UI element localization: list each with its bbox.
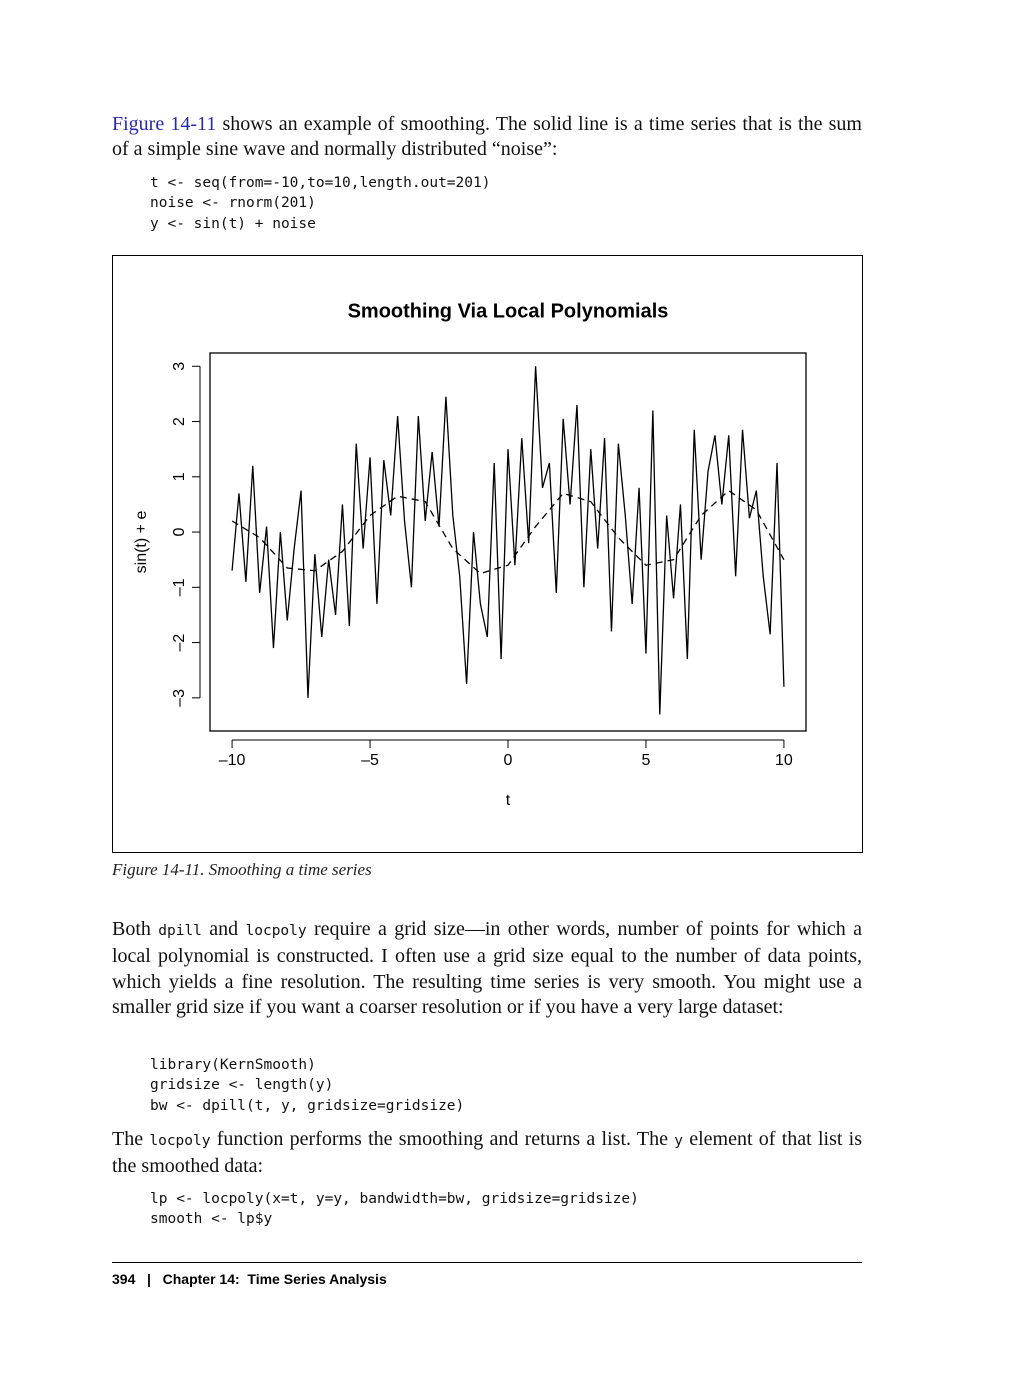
y-tick-label: –3: [171, 689, 188, 707]
code-block: t <- seq(from=-10,to=10,length.out=201) n…: [150, 173, 490, 234]
y-tick-label: –2: [171, 634, 188, 652]
paragraph: The locpoly function performs the smooth…: [112, 1127, 862, 1180]
code-line: t <- seq(from=-10,to=10,length.out=201): [150, 175, 491, 191]
text: require a grid size—in other words, numb…: [112, 918, 862, 1019]
series-line: [231, 366, 785, 715]
code-line: gridsize <- length(y): [150, 1077, 334, 1094]
text: shows an example of smoothing. The solid…: [112, 113, 862, 161]
x-tick-label: –5: [361, 752, 379, 769]
code-line: y <- sin(t) + noise: [150, 215, 316, 232]
inline-code: y: [674, 1133, 683, 1149]
code-block: library(KernSmooth) gridsize <- length(y)…: [150, 1055, 464, 1116]
code-line: library(KernSmooth): [150, 1057, 316, 1073]
separator: |: [147, 1271, 151, 1287]
figure-frame: [112, 255, 863, 853]
y-tick-label: 2: [171, 417, 188, 426]
smooth-line: [231, 489, 785, 575]
inline-code: locpoly: [245, 923, 307, 939]
y-tick-label: 0: [171, 528, 188, 537]
x-tick-label: 5: [642, 752, 651, 769]
plot-frame: [209, 352, 807, 732]
x-tick-label: –10: [219, 752, 246, 769]
paragraph: Both dpill and locpoly require a grid si…: [112, 917, 862, 1021]
y-tick-label: –1: [171, 578, 188, 596]
text: Both: [112, 918, 159, 940]
footer: 394 | Chapter 14: Time Series Analysis: [112, 1262, 862, 1287]
code-line: lp <- locpoly(x=t, y=y, bandwidth=bw, gr…: [150, 1191, 639, 1207]
inline-code: dpill: [158, 923, 202, 939]
page-number: 394: [112, 1271, 136, 1287]
chapter: Chapter 14: Time Series Analysis: [162, 1271, 387, 1287]
code-line: bw <- dpill(t, y, gridsize=gridsize): [150, 1097, 465, 1114]
paragraph: Figure 14-11 shows an example of smoothi…: [112, 112, 862, 163]
y-axis-label: sin(t) + e: [133, 511, 150, 574]
y-tick-label: 3: [171, 362, 188, 371]
text: function performs the smoothing and retu…: [210, 1128, 675, 1150]
chart-title: Smoothing Via Local Polynomials: [348, 300, 669, 322]
text: and: [201, 918, 246, 940]
figure: Smoothing Via Local Polynomials t sin(t)…: [112, 255, 863, 853]
inline-code: locpoly: [149, 1133, 211, 1149]
x-tick-label: 10: [775, 752, 793, 769]
x-axis-label: t: [506, 792, 511, 809]
code-block: lp <- locpoly(x=t, y=y, bandwidth=bw, gr…: [150, 1189, 639, 1230]
text: element of that list is the smoothed dat…: [112, 1128, 863, 1178]
code-line: smooth <- lp$y: [150, 1211, 273, 1228]
link[interactable]: Figure 14-11: [112, 113, 217, 135]
caption: Figure 14-11. Smoothing a time series: [112, 860, 372, 879]
x-tick-label: 0: [504, 752, 513, 769]
text: The: [112, 1128, 150, 1150]
code-line: noise <- rnorm(201): [150, 195, 316, 212]
y-tick-label: 1: [171, 472, 188, 481]
